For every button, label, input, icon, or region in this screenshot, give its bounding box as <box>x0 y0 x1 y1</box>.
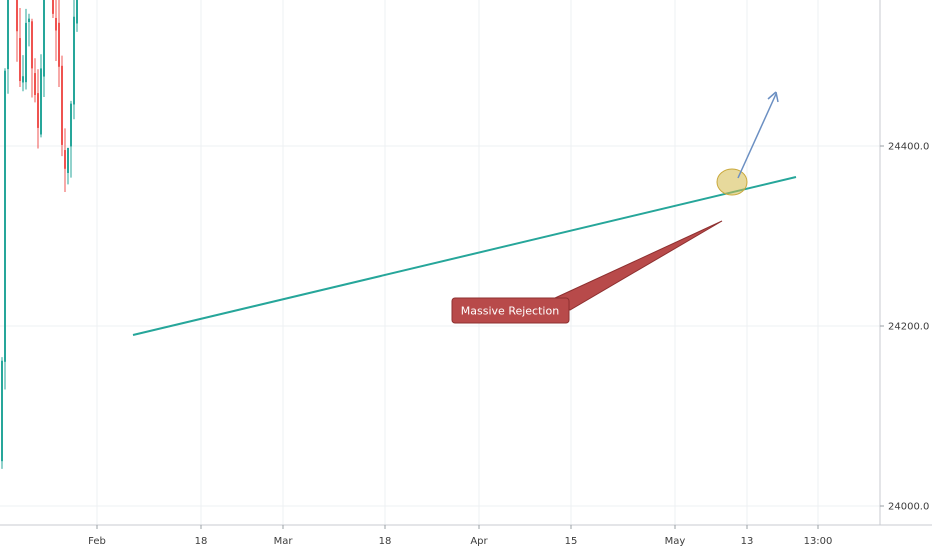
candle-body <box>37 93 39 128</box>
drawings[interactable]: Massive Rejection <box>0 0 880 336</box>
candle-body <box>76 0 78 24</box>
callout-pointer <box>554 220 723 311</box>
y-tick-label: 24200.0 <box>888 322 929 333</box>
price-axis-bg <box>880 0 932 550</box>
candle-body <box>1 360 3 462</box>
x-tick-label: 18 <box>379 536 392 547</box>
x-tick-label: 13:00 <box>804 536 833 547</box>
x-tick-label: 18 <box>195 536 208 547</box>
candle-body <box>43 0 45 77</box>
x-tick-label: 13 <box>741 536 754 547</box>
y-tick-label: 24400.0 <box>888 142 929 153</box>
candle-body <box>16 0 18 32</box>
candle-body <box>73 16 75 105</box>
candle-body <box>28 18 30 23</box>
candle-body <box>40 68 42 135</box>
candle-body <box>31 21 33 69</box>
arrow-head-icon <box>767 91 779 103</box>
candle-body <box>67 147 69 173</box>
candle-body <box>19 38 21 82</box>
candle-body <box>22 76 24 83</box>
candle-body <box>34 73 36 95</box>
x-tick-label: Apr <box>470 536 488 547</box>
y-tick-label: 24000.0 <box>888 502 929 513</box>
price-axis[interactable]: 24000.024200.024400.024600.024800.025000… <box>879 0 932 550</box>
candle-body <box>70 103 72 147</box>
x-tick-label: May <box>665 536 686 547</box>
callout-text: Massive Rejection <box>461 305 559 318</box>
x-tick-label: 15 <box>565 536 578 547</box>
callout-box[interactable] <box>451 297 570 324</box>
candle-body <box>7 0 9 70</box>
candle-body <box>4 70 6 362</box>
projection-arrow[interactable] <box>737 93 777 179</box>
candle-body <box>58 22 60 67</box>
time-axis-bg <box>0 525 932 550</box>
candle-body <box>55 17 57 31</box>
rejection-highlight[interactable] <box>716 168 748 196</box>
candle-body <box>64 150 66 169</box>
time-axis[interactable]: Feb 18 Mar 18 Apr 15 May 13 13:00 <box>0 524 932 550</box>
candle-body <box>61 65 63 145</box>
grid <box>0 0 880 525</box>
x-tick-label: Mar <box>274 536 294 547</box>
trendline[interactable] <box>132 176 797 336</box>
x-tick-label: Feb <box>88 536 106 547</box>
candle-body <box>52 0 54 14</box>
candles <box>1 0 78 469</box>
candle-body <box>25 22 27 83</box>
